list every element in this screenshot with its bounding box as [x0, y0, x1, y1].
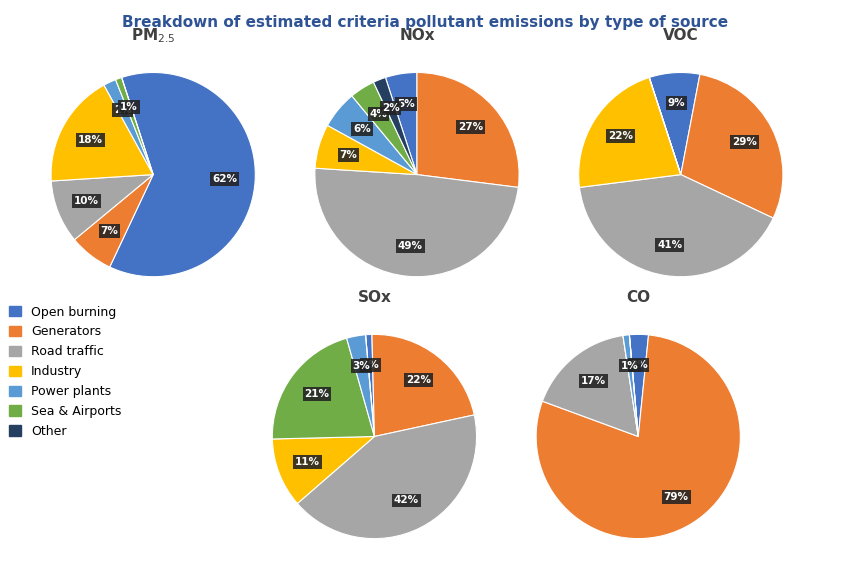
Title: SOx: SOx — [357, 290, 391, 305]
Wedge shape — [623, 336, 638, 436]
Wedge shape — [580, 175, 774, 276]
Text: 41%: 41% — [657, 240, 683, 250]
Legend: Open burning, Generators, Road traffic, Industry, Power plants, Sea & Airports, : Open burning, Generators, Road traffic, … — [6, 303, 124, 441]
Text: 3%: 3% — [630, 360, 648, 370]
Wedge shape — [649, 77, 681, 175]
Wedge shape — [630, 335, 638, 436]
Text: 62%: 62% — [212, 174, 237, 184]
Wedge shape — [374, 77, 417, 175]
Wedge shape — [346, 335, 374, 436]
Wedge shape — [272, 338, 374, 439]
Wedge shape — [110, 73, 255, 276]
Wedge shape — [579, 77, 681, 187]
Text: 11%: 11% — [295, 457, 320, 467]
Title: CO: CO — [626, 290, 650, 305]
Wedge shape — [649, 77, 681, 175]
Text: 2%: 2% — [382, 103, 400, 113]
Text: 42%: 42% — [394, 495, 419, 505]
Wedge shape — [366, 335, 374, 436]
Text: 7%: 7% — [340, 150, 357, 159]
Text: Breakdown of estimated criteria pollutant emissions by type of source: Breakdown of estimated criteria pollutan… — [123, 15, 728, 30]
Text: 79%: 79% — [664, 492, 688, 502]
Wedge shape — [315, 168, 518, 276]
Text: 49%: 49% — [397, 241, 423, 251]
Wedge shape — [372, 335, 474, 436]
Text: 22%: 22% — [608, 132, 633, 141]
Text: 1%: 1% — [362, 360, 380, 370]
Wedge shape — [51, 85, 153, 181]
Wedge shape — [630, 335, 648, 436]
Wedge shape — [116, 77, 153, 175]
Wedge shape — [315, 125, 417, 175]
Title: PM$_{2.5}$: PM$_{2.5}$ — [131, 26, 175, 45]
Wedge shape — [366, 335, 374, 436]
Text: 6%: 6% — [353, 124, 371, 134]
Text: 3%: 3% — [352, 361, 370, 371]
Wedge shape — [649, 77, 681, 175]
Text: 21%: 21% — [305, 389, 329, 399]
Wedge shape — [51, 175, 153, 240]
Title: VOC: VOC — [663, 28, 699, 43]
Text: 18%: 18% — [78, 135, 103, 145]
Text: 17%: 17% — [580, 376, 606, 386]
Text: 9%: 9% — [667, 98, 685, 108]
Wedge shape — [417, 73, 519, 187]
Text: 2%: 2% — [114, 105, 132, 115]
Text: 5%: 5% — [397, 99, 414, 109]
Text: 4%: 4% — [369, 109, 387, 119]
Text: 27%: 27% — [458, 122, 483, 132]
Title: NOx: NOx — [399, 28, 435, 43]
Wedge shape — [352, 82, 417, 175]
Text: 22%: 22% — [406, 375, 431, 385]
Wedge shape — [630, 335, 638, 436]
Text: 1%: 1% — [621, 360, 638, 371]
Wedge shape — [122, 77, 153, 175]
Text: 29%: 29% — [732, 137, 757, 147]
Text: 7%: 7% — [100, 226, 118, 236]
Wedge shape — [649, 73, 700, 175]
Text: 1%: 1% — [120, 102, 138, 112]
Wedge shape — [386, 73, 417, 175]
Text: 10%: 10% — [74, 196, 100, 206]
Wedge shape — [104, 80, 153, 175]
Wedge shape — [75, 175, 153, 267]
Wedge shape — [542, 336, 638, 436]
Wedge shape — [623, 335, 638, 436]
Wedge shape — [297, 415, 477, 538]
Wedge shape — [328, 96, 417, 175]
Wedge shape — [681, 74, 783, 218]
Wedge shape — [272, 436, 374, 503]
Wedge shape — [536, 335, 740, 538]
